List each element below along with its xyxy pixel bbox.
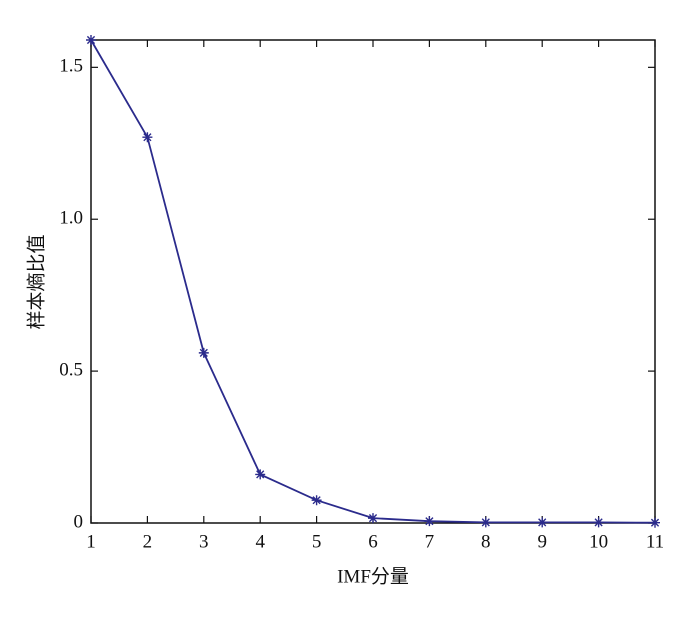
x-tick-label: 10 [589,531,608,552]
data-marker [650,517,660,528]
data-marker [86,35,96,45]
y-tick-label: 0.5 [59,359,83,380]
x-tick-label: 4 [255,531,265,552]
x-tick-label: 5 [312,531,322,552]
x-tick-label: 9 [537,531,547,552]
data-marker [311,495,322,506]
x-tick-label: 7 [425,531,435,552]
x-tick-label: 3 [199,531,209,552]
data-marker [537,517,548,528]
data-line [90,39,656,524]
y-tick-label: 0 [74,511,84,532]
y-tick-label: 1.5 [59,56,83,77]
data-marker [480,517,491,528]
data-marker [198,347,209,358]
data-marker [593,517,604,528]
data-marker [142,132,153,143]
data-marker [255,469,266,480]
y-axis-label: 样本熵比值 [25,234,47,329]
x-tick-label: 8 [481,531,491,552]
y-tick-label: 1.0 [59,208,83,229]
x-tick-label: 6 [368,531,378,552]
x-tick-label: 11 [646,531,664,552]
data-marker [368,513,378,524]
x-axis-label: IMF分量 [337,565,409,587]
x-tick-label: 1 [86,531,96,552]
plot-frame [90,39,656,524]
x-tick-label: 2 [143,531,153,552]
data-marker [424,516,435,527]
